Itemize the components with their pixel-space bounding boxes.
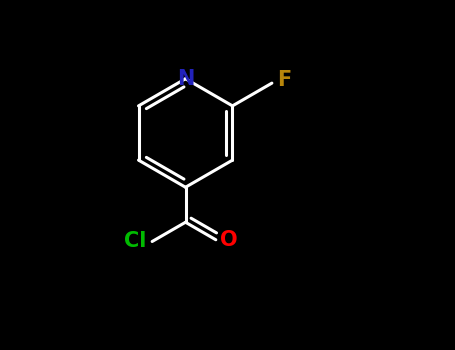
Text: O: O bbox=[220, 230, 238, 251]
Text: Cl: Cl bbox=[124, 231, 147, 251]
Text: N: N bbox=[177, 69, 194, 89]
Text: F: F bbox=[277, 70, 291, 90]
